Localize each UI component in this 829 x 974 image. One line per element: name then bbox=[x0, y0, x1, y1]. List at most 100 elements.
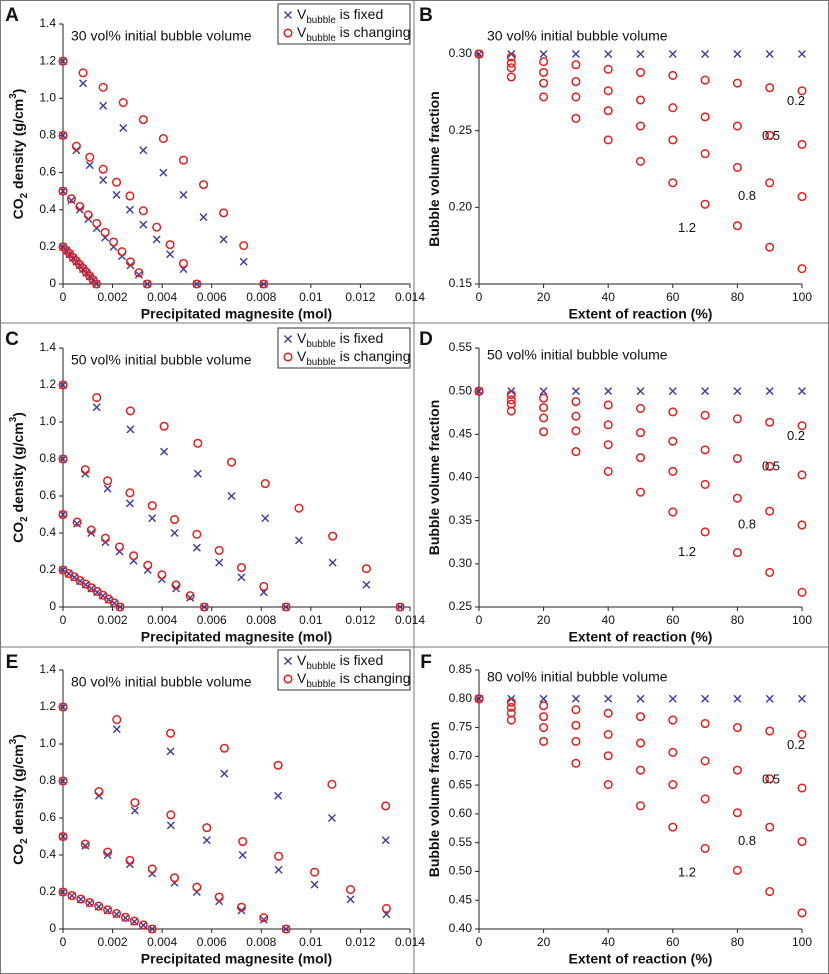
circle-marker bbox=[765, 178, 775, 188]
circle-marker bbox=[198, 180, 209, 190]
x-tick-label: 0.002 bbox=[98, 290, 128, 304]
circle-marker bbox=[506, 72, 516, 82]
circle-marker bbox=[539, 701, 549, 711]
x-marker bbox=[733, 387, 742, 396]
text-part: Bubble volume fraction bbox=[426, 722, 442, 878]
panel-title: 80 vol% initial bubble volume bbox=[71, 674, 252, 690]
circle-marker bbox=[797, 520, 807, 530]
text-part: is changing bbox=[336, 348, 411, 364]
circle-marker bbox=[474, 386, 484, 396]
circle-marker bbox=[219, 743, 229, 753]
circle-marker bbox=[138, 206, 148, 216]
circle-marker bbox=[635, 712, 646, 722]
circle-marker bbox=[571, 426, 581, 436]
y-tick-label: 0.40 bbox=[449, 470, 473, 484]
circle-marker bbox=[109, 237, 119, 247]
circle-marker bbox=[219, 208, 229, 218]
y-tick-label: 0 bbox=[49, 599, 56, 613]
text-part: V bbox=[297, 670, 307, 686]
circle-marker bbox=[238, 836, 248, 847]
x-axis-label: Extent of reaction (%) bbox=[569, 629, 713, 645]
y-tick-label: 0.6 bbox=[39, 165, 56, 179]
circle-marker bbox=[732, 765, 742, 775]
x-marker bbox=[310, 880, 319, 889]
legend-marker bbox=[284, 657, 292, 665]
x-marker bbox=[152, 235, 161, 244]
x-marker bbox=[604, 694, 613, 703]
circle-marker bbox=[185, 591, 195, 601]
circle-marker bbox=[78, 68, 88, 78]
text-part: V bbox=[297, 24, 307, 40]
circle-marker bbox=[732, 453, 742, 464]
circle-marker bbox=[94, 786, 104, 797]
legend-text: Vbubble is changing bbox=[297, 24, 410, 44]
legend-text: Vbubble is fixed bbox=[297, 6, 383, 26]
x-marker bbox=[103, 851, 112, 859]
curve-label: 1.2 bbox=[678, 864, 696, 879]
y-tick-label: 0.4 bbox=[39, 525, 56, 539]
circle-marker bbox=[571, 447, 581, 457]
x-marker bbox=[170, 529, 179, 537]
x-marker bbox=[219, 235, 228, 244]
x-tick-label: 0.012 bbox=[345, 613, 375, 627]
circle-marker bbox=[635, 453, 646, 463]
circle-marker bbox=[92, 218, 102, 229]
x-marker bbox=[112, 725, 121, 734]
circle-marker bbox=[381, 903, 392, 914]
x-axis-label: Precipitated magnesite (mol) bbox=[141, 306, 332, 322]
x-tick-label: 0.006 bbox=[197, 290, 227, 304]
circle-marker bbox=[765, 130, 775, 140]
x-tick-label: 0.008 bbox=[246, 290, 276, 304]
circle-marker bbox=[158, 134, 168, 144]
text-part: 3 bbox=[8, 738, 19, 744]
text-part: density (g/cm bbox=[10, 422, 26, 516]
circle-marker bbox=[114, 542, 125, 552]
circle-marker bbox=[700, 149, 710, 159]
x-tick-label: 0.004 bbox=[147, 935, 177, 949]
circle-marker bbox=[226, 457, 237, 467]
circle-marker bbox=[506, 63, 516, 73]
circle-marker bbox=[797, 421, 807, 431]
circle-marker bbox=[571, 396, 581, 407]
y-tick-label: 0.30 bbox=[449, 46, 473, 60]
circle-marker bbox=[603, 729, 613, 740]
x-marker bbox=[346, 895, 355, 904]
y-axis-label: Bubble volume fraction bbox=[426, 91, 442, 247]
x-marker bbox=[237, 573, 246, 582]
x-marker bbox=[636, 387, 645, 396]
circle-marker bbox=[732, 414, 742, 424]
y-tick-label: 0.45 bbox=[449, 427, 473, 441]
x-tick-label: 0.01 bbox=[299, 613, 323, 627]
circle-marker bbox=[603, 420, 613, 430]
y-tick-label: 0.50 bbox=[449, 383, 473, 397]
x-tick-label: 0.012 bbox=[345, 935, 375, 949]
circle-marker bbox=[668, 715, 678, 725]
x-tick-label: 20 bbox=[537, 613, 551, 627]
curve-label: 1.2 bbox=[678, 544, 696, 559]
circle-marker bbox=[294, 503, 304, 513]
x-marker bbox=[261, 514, 270, 523]
y-tick-label: 0.20 bbox=[449, 200, 473, 214]
y-tick-label: 1.2 bbox=[39, 377, 56, 391]
circle-marker bbox=[539, 712, 549, 722]
x-marker bbox=[99, 101, 108, 110]
x-marker bbox=[668, 387, 677, 396]
circle-marker bbox=[67, 890, 77, 901]
circle-marker bbox=[506, 702, 516, 712]
circle-marker bbox=[571, 113, 581, 123]
circle-marker bbox=[635, 801, 646, 811]
circle-marker bbox=[797, 729, 807, 740]
curve-label: 0.8 bbox=[738, 188, 756, 203]
circle-marker bbox=[571, 705, 581, 715]
circle-marker bbox=[474, 49, 484, 59]
circle-marker bbox=[668, 507, 678, 517]
x-tick-label: 40 bbox=[602, 290, 616, 304]
text-part: density (g/cm bbox=[10, 99, 26, 193]
circle-marker bbox=[506, 395, 516, 405]
y-tick-label: 0.8 bbox=[39, 773, 56, 787]
text-part: V bbox=[297, 348, 307, 364]
x-marker bbox=[85, 161, 94, 170]
x-marker bbox=[215, 558, 224, 567]
x-marker bbox=[765, 50, 774, 58]
circle-marker bbox=[732, 723, 742, 733]
